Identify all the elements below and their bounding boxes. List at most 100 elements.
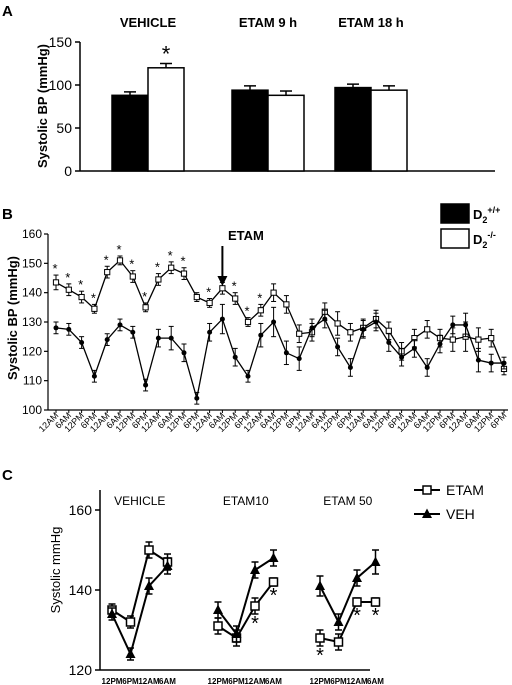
panel-b-point-filled (271, 319, 277, 325)
panel-b-line-chart: Systolic BP (mmHg) ETAM 100 110 120 130 140 1… (5, 203, 508, 434)
panel-b-point-open-square (52, 279, 60, 286)
panel-b-point-open-square (347, 329, 354, 336)
panel-b-ytick-label: 130 (22, 315, 42, 329)
panel-b-point-open-square (78, 293, 85, 301)
panel-b-point-filled (450, 322, 456, 328)
panel-a-ytick-label: 0 (64, 163, 72, 179)
panel-c-point-filled-triangle (125, 648, 136, 658)
panel-b-point-filled (386, 340, 392, 346)
panel-b-point-filled (219, 316, 225, 322)
panel-b-point-open-square (155, 276, 162, 283)
panel-b-point-filled (91, 373, 97, 379)
panel-c-ytick-label: 120 (69, 662, 93, 678)
panel-c-series-line (319, 561, 377, 625)
panel-c-point-open-square (370, 597, 381, 607)
panel-b-point-filled (258, 332, 264, 338)
panel-b-significance-star: * (129, 257, 134, 272)
panel-c-point-open-square (144, 545, 154, 555)
panel-c-significance-star: * (316, 645, 324, 667)
panel-b-ytick-label: 140 (22, 286, 42, 300)
panel-c-point-filled-triangle (315, 580, 325, 590)
panel-a-ytick-label: 50 (56, 120, 72, 136)
panel-a-bar (334, 86, 372, 172)
panel-b-point-filled (399, 354, 405, 360)
panel-a-bar (147, 67, 185, 172)
panel-label-b: B (2, 206, 13, 223)
etam-arrow-label: ETAM (228, 228, 264, 243)
panel-b-point-filled (130, 329, 136, 335)
panel-b-point-filled (463, 322, 469, 328)
legend-swatch (440, 203, 470, 224)
panel-b-significance-star: * (232, 279, 237, 294)
panel-b-point-filled (335, 344, 341, 350)
panel-b-point-open-square (475, 336, 482, 343)
panel-b-significance-star: * (257, 290, 262, 305)
panel-c-xtick-label: 12PM (102, 677, 123, 685)
panel-b-ytick-label: 100 (22, 403, 42, 417)
panel-b-point-open-square (129, 273, 136, 280)
panel-a-significance-star: * (162, 42, 171, 67)
panel-c-point-filled-triangle (144, 580, 154, 590)
panel-b-point-filled (245, 373, 251, 379)
panel-b-point-filled (501, 360, 507, 366)
panel-c-xtick-label: 12PM (208, 677, 229, 685)
panel-b-significance-star: * (104, 252, 109, 267)
panel-b-point-filled (347, 364, 353, 370)
panel-b-point-filled (283, 350, 289, 356)
panel-c-series-line (217, 581, 275, 640)
panel-b-significance-star: * (155, 260, 160, 275)
panel-b-series-line (55, 259, 505, 370)
panel-c-point-open-square (333, 637, 344, 647)
panel-c-xtick-label: 6PM (330, 677, 347, 685)
panel-c-point-filled-triangle (333, 616, 344, 626)
panel-b-point-open-square (65, 286, 72, 293)
panel-b-significance-star: * (180, 254, 185, 269)
panel-b-point-open-square (257, 307, 264, 314)
legend-superscript: +/+ (487, 205, 500, 215)
legend-subscript: 2 (482, 240, 487, 250)
panel-b-significance-star: * (142, 289, 147, 304)
panel-c-series-line (319, 601, 376, 644)
panel-b-significance-star: * (65, 270, 70, 285)
panel-b-point-filled (194, 395, 200, 401)
panel-c-point-filled-triangle (162, 560, 173, 570)
panel-b-significance-star: * (91, 290, 96, 305)
panel-c-point-open-square (250, 601, 260, 611)
panel-c-legend: ETAM VEH (414, 482, 484, 522)
panel-a-bar (370, 89, 408, 172)
panel-c-significance-star: * (372, 605, 380, 627)
panel-b-point-filled (309, 325, 315, 331)
panel-c-xtick-label: 6PM (228, 677, 245, 685)
panel-b-point-filled (411, 345, 417, 351)
panel-a-group-label: VEHICLE (120, 15, 177, 30)
panel-b-ytick-label: 150 (22, 256, 42, 270)
panel-a-bar-chart: Systolic BP (mmHg) 0 50 100 150 VEHICLE ETAM … (35, 15, 495, 179)
panel-c-point-filled-triangle (231, 628, 242, 638)
panel-b-point-filled (437, 341, 443, 347)
etam-arrow-head (217, 276, 228, 286)
panel-b-point-open-square (180, 270, 188, 277)
panel-c-significance-star: * (353, 605, 361, 627)
panel-c-point-open-square (315, 633, 325, 643)
panel-b-point-filled (322, 316, 328, 322)
panel-b-point-open-square (142, 304, 149, 311)
legend-superscript: -/- (487, 230, 496, 240)
panel-b-significance-star: * (52, 261, 57, 276)
legend-swatch (440, 228, 470, 249)
panel-c-group-label: ETAM10 (223, 494, 269, 508)
panel-c-group-label: VEHICLE (114, 494, 165, 508)
panel-c-xtick-label: 12AM (138, 677, 160, 685)
panel-c-point-filled-triangle (213, 604, 223, 614)
panel-b-point-open-square (219, 285, 226, 292)
panel-b-ytick-label: 120 (22, 344, 42, 358)
panel-c-series-line (111, 565, 169, 657)
panel-a-group-label: ETAM 9 h (239, 15, 297, 30)
panel-a-bar (111, 94, 149, 172)
panel-b-point-filled (53, 325, 59, 331)
panel-c-xtick-label: 12AM (346, 677, 368, 685)
panel-c-xtick-label: 6AM (159, 677, 176, 685)
panel-b-point-open-square (283, 301, 290, 308)
panel-b-point-filled (488, 360, 494, 366)
